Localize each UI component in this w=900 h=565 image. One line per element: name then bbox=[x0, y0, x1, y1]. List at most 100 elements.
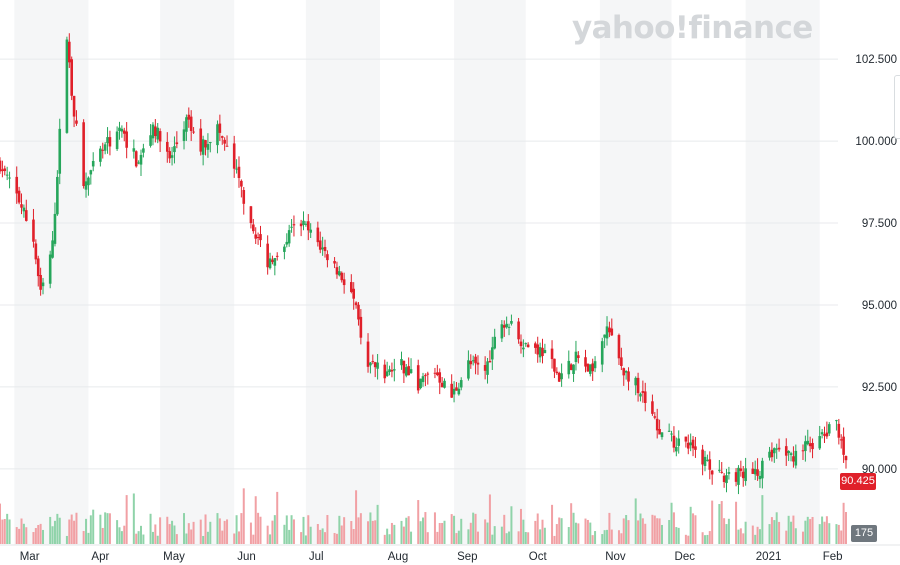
candle-body bbox=[483, 365, 487, 371]
candle-body bbox=[137, 162, 140, 164]
volume-bar bbox=[725, 524, 728, 544]
candle-body bbox=[756, 469, 759, 476]
volume-bar bbox=[221, 530, 224, 544]
candle-body bbox=[658, 429, 661, 435]
candle-body bbox=[703, 456, 707, 466]
candle-body bbox=[209, 142, 212, 144]
volume-bar bbox=[508, 531, 511, 544]
volume-bar bbox=[6, 513, 9, 544]
candle-body bbox=[839, 439, 843, 441]
volume-bar bbox=[156, 535, 159, 544]
volume-bar bbox=[453, 515, 456, 544]
candle-body bbox=[65, 39, 69, 133]
candle-body bbox=[701, 449, 704, 465]
candle-body bbox=[151, 124, 155, 139]
volume-bar bbox=[842, 502, 845, 544]
volume-bar bbox=[441, 522, 444, 544]
volume-bar bbox=[737, 529, 740, 544]
candle-body bbox=[827, 424, 831, 434]
candle-body bbox=[534, 343, 537, 348]
candle-body bbox=[24, 210, 28, 221]
volume-bar bbox=[271, 520, 274, 544]
volume-bar bbox=[572, 512, 575, 544]
candle-body bbox=[789, 453, 793, 455]
volume-bar bbox=[668, 520, 671, 544]
volume-bar bbox=[369, 512, 372, 544]
volume-bar bbox=[840, 530, 843, 544]
candle-body bbox=[734, 472, 738, 482]
month-band bbox=[745, 0, 820, 545]
volume-bar bbox=[106, 513, 109, 544]
volume-bar bbox=[340, 525, 343, 544]
candle-body bbox=[792, 456, 795, 462]
volume-bar bbox=[720, 501, 723, 544]
volume-bar bbox=[18, 528, 21, 544]
y-axis: 102.500 100.000 97.500 95.000 92.500 90.000 bbox=[855, 54, 897, 476]
candle-body bbox=[122, 130, 126, 134]
candle-body bbox=[316, 227, 320, 243]
candlesticks bbox=[0, 33, 848, 495]
candle-body bbox=[189, 116, 193, 132]
candle-body bbox=[751, 468, 755, 474]
candle-body bbox=[500, 324, 504, 339]
candle-body bbox=[474, 356, 477, 364]
candle-body bbox=[15, 176, 19, 194]
candle-body bbox=[41, 282, 45, 287]
volume-bar bbox=[242, 488, 245, 544]
candle-body bbox=[340, 272, 344, 281]
volume-bar bbox=[316, 524, 319, 544]
candle-body bbox=[125, 131, 128, 148]
candle-body bbox=[36, 258, 40, 277]
candle-body bbox=[309, 229, 312, 233]
candle-body bbox=[823, 434, 826, 436]
volume-bar bbox=[524, 532, 527, 544]
y-tick-label: 95.000 bbox=[862, 300, 897, 312]
volume-bar bbox=[307, 515, 310, 544]
volume-bar bbox=[522, 519, 525, 544]
candle-body bbox=[404, 367, 408, 376]
volume-bar bbox=[233, 533, 236, 544]
candle-body bbox=[557, 372, 561, 382]
candle-body bbox=[290, 226, 293, 228]
volume-bar bbox=[75, 512, 78, 544]
volume-bar bbox=[204, 514, 207, 544]
candle-body bbox=[811, 442, 814, 450]
candle-body bbox=[643, 391, 647, 403]
volume-bar bbox=[706, 534, 709, 544]
volume-bar bbox=[226, 519, 229, 544]
candle-body bbox=[108, 137, 112, 147]
candle-body bbox=[787, 451, 790, 454]
candle-body bbox=[691, 439, 695, 449]
candle-body bbox=[457, 388, 461, 395]
candle-body bbox=[670, 433, 673, 435]
volume-bar bbox=[519, 508, 522, 544]
volume-bar bbox=[32, 532, 35, 544]
x-tick-label: Jul bbox=[309, 551, 324, 563]
volume-bar bbox=[778, 521, 781, 544]
volume-bar bbox=[190, 529, 193, 544]
volume-bar bbox=[775, 512, 778, 544]
volume-bar bbox=[187, 523, 190, 544]
volume-bar bbox=[570, 503, 573, 544]
candle-body bbox=[106, 137, 109, 144]
volume-bar bbox=[450, 514, 453, 544]
volume-bar bbox=[140, 525, 142, 544]
volume-bar bbox=[443, 520, 446, 544]
candle-body bbox=[655, 418, 659, 431]
candle-body bbox=[299, 223, 303, 227]
volume-bar bbox=[493, 526, 496, 544]
candle-body bbox=[794, 450, 798, 466]
volume-bar bbox=[591, 535, 594, 544]
volume-bar bbox=[821, 516, 824, 544]
volume-bar bbox=[660, 524, 663, 544]
candle-body bbox=[271, 259, 274, 263]
volume-bar bbox=[15, 527, 18, 544]
volume-bar bbox=[402, 526, 405, 544]
side-panel-edge[interactable] bbox=[894, 75, 900, 139]
y-tick-label: 92.500 bbox=[862, 382, 897, 394]
x-tick-label: Jun bbox=[237, 551, 256, 563]
volume-bar bbox=[634, 498, 637, 544]
volume-bar bbox=[159, 517, 162, 544]
